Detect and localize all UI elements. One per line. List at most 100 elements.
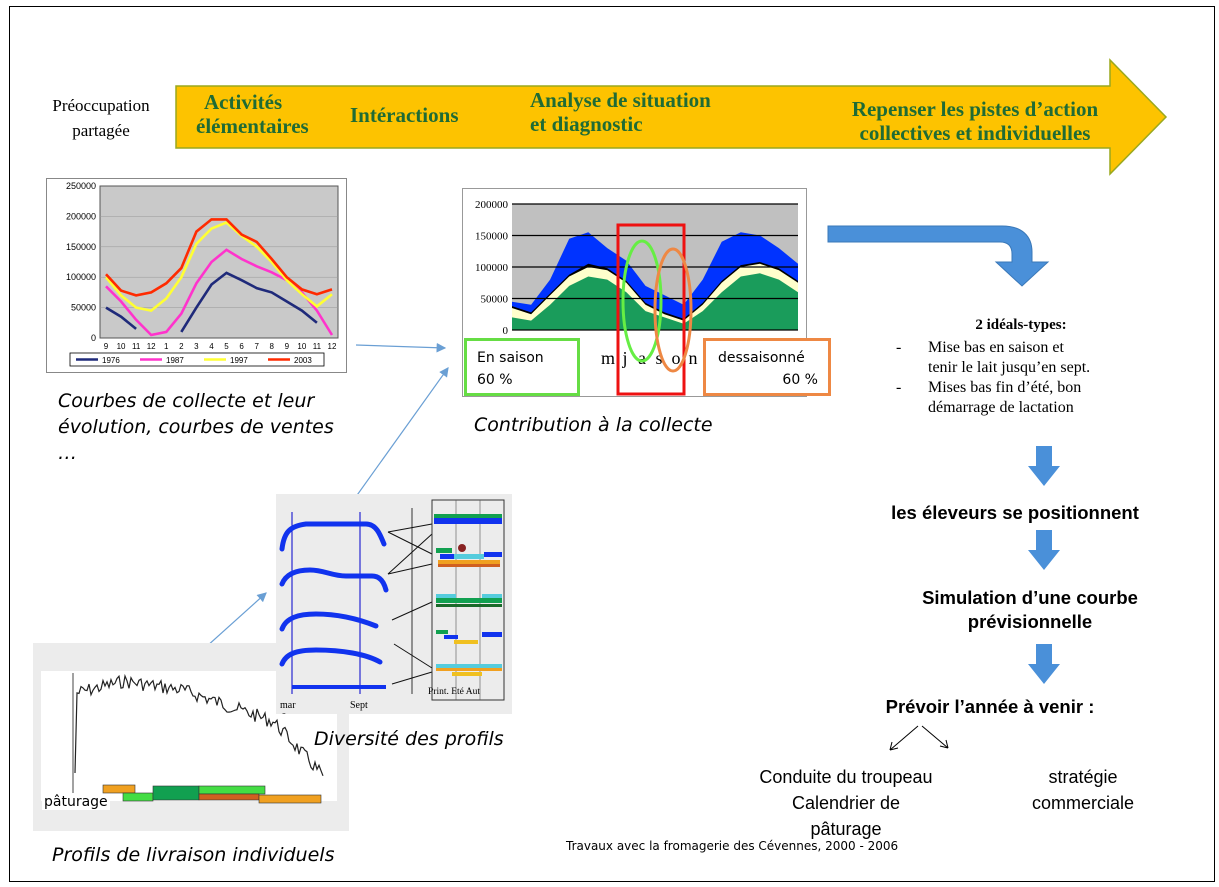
start-label: Préoccupation partagée <box>36 93 166 143</box>
contribution-ytick: 200000 <box>475 199 509 211</box>
contribution-xlabel: o <box>672 348 681 368</box>
step-positionnent: les éleveurs se positionnent <box>891 502 1139 523</box>
slide-frame <box>9 6 1215 882</box>
collecte-xtick: 12 <box>147 342 156 351</box>
step-analyse-line-2: et diagnostic <box>530 112 643 136</box>
step-analyse-line-1: Analyse de situation <box>530 88 711 112</box>
highlight-ellipse-orange <box>653 247 693 373</box>
collecte-ytick: 0 <box>91 333 96 343</box>
split-arrows <box>889 725 949 751</box>
collecte-ytick: 100000 <box>66 272 96 282</box>
bent-arrow-shape <box>827 225 1050 287</box>
season-labels: Print. Eté Aut <box>428 687 480 697</box>
step-repenser-line-1: Repenser les pistes d’action <box>851 97 1099 121</box>
collecte-ytick: 250000 <box>66 181 96 191</box>
collecte-caption-line-1: Courbes de collecte et leur <box>58 390 315 412</box>
down-arrow-3 <box>1028 644 1060 684</box>
profile-xlabel-s: s <box>282 710 286 714</box>
livraison-caption: Profils de livraison individuels <box>52 844 335 866</box>
profile-curve-4 <box>279 647 383 667</box>
dessaisonne-label: dessaisonné <box>718 350 805 366</box>
collecte-xtick: 8 <box>270 342 275 351</box>
step-simulation-line-1: Simulation d’une courbe <box>922 587 1138 608</box>
contribution-xlabel: j <box>621 348 627 368</box>
en-saison-value: 60 % <box>477 372 513 388</box>
legend-entry-1997: 1997 <box>230 356 248 365</box>
profile-xlabel-sept: Sept <box>350 700 368 711</box>
bar-5 <box>198 793 260 801</box>
outcome-conduite-line-1: Conduite du troupeau <box>759 767 933 787</box>
step-simulation-line-2: prévisionnelle <box>967 611 1093 632</box>
step-interactions: Intéractions <box>350 103 459 127</box>
en-saison-box: En saison 60 % <box>464 338 580 396</box>
contribution-ytick: 100000 <box>475 262 509 274</box>
contribution-ytick: 150000 <box>475 231 509 243</box>
step-analyse: Analyse de situation et diagnostic <box>530 88 711 136</box>
bar-3 <box>152 785 200 801</box>
outcome-conduite-line-2: Calendrier de pâturage <box>791 793 901 839</box>
collecte-xtick: 3 <box>194 342 199 351</box>
collecte-ytick: 50000 <box>71 303 96 313</box>
ideal-types-list: - Mise bas en saison et tenir le lait jus… <box>896 338 1090 418</box>
process-arrow-shape <box>175 58 1168 176</box>
bent-arrow <box>827 225 1050 287</box>
profile-curve-2 <box>279 567 389 593</box>
outcome-strategie: stratégie commerciale <box>1018 764 1148 816</box>
collecte-series-1976 <box>105 271 318 333</box>
ideal-types-title: 2 idéals-types: <box>975 317 1067 333</box>
bar-6 <box>258 794 322 804</box>
bullet-2: - Mises bas fin d’été, bon démarrage de l… <box>896 379 1082 416</box>
profiles-caption: Diversité des profils <box>314 728 504 750</box>
step-repenser-line-2: collectives et individuelles <box>859 121 1091 145</box>
outcome-strategie-line-2: commerciale <box>1031 793 1135 813</box>
season-table <box>431 499 505 701</box>
bar-1 <box>102 784 136 794</box>
step-repenser: Repenser les pistes d’action collectives… <box>800 97 1150 145</box>
contribution-caption: Contribution à la collecte <box>474 414 713 436</box>
collecte-xtick: 4 <box>209 342 214 351</box>
dessaisonne-value: 60 % <box>782 372 818 388</box>
profile-curve-1 <box>279 521 387 552</box>
collecte-xtick: 5 <box>224 342 229 351</box>
profiles-panel: mar s Sept Print. Eté Aut <box>276 494 512 714</box>
contribution-ytick: 50000 <box>481 294 509 306</box>
collecte-xtick: 6 <box>239 342 244 351</box>
profile-curve-3 <box>279 611 379 632</box>
collecte-plot-area <box>99 185 339 339</box>
contribution-xlabel: s <box>655 348 662 368</box>
collecte-xtick: 9 <box>285 342 290 351</box>
legend-entry-1976: 1976 <box>102 356 120 365</box>
contribution-ytick: 0 <box>503 325 509 337</box>
collecte-caption-line-3: … <box>58 442 77 464</box>
en-saison-label: En saison <box>477 350 544 366</box>
collecte-xtick: 12 <box>328 342 337 351</box>
collecte-xtick: 2 <box>179 342 184 351</box>
outcome-strategie-line-1: stratégie <box>1048 767 1118 787</box>
contribution-area <box>512 273 798 330</box>
contribution-xlabel: a <box>638 348 646 368</box>
collecte-xtick: 9 <box>104 342 109 351</box>
bullet-1: - Mise bas en saison et tenir le lait jus… <box>896 339 1091 376</box>
step-activites-line-1: Activités <box>204 90 283 114</box>
outcome-conduite: Conduite du troupeau Calendrier de pâtur… <box>756 764 936 842</box>
collecte-xtick: 7 <box>254 342 259 351</box>
collecte-xtick: 11 <box>313 342 322 351</box>
legend-entry-2003: 2003 <box>294 356 312 365</box>
collecte-caption-line-2: évolution, courbes de ventes <box>58 416 334 438</box>
down-arrow-2 <box>1028 530 1060 570</box>
collecte-series-2003 <box>105 218 333 297</box>
start-label-line-2: partagée <box>72 121 130 140</box>
legend-entry-1987: 1987 <box>166 356 184 365</box>
footer-credit: Travaux avec la fromagerie des Cévennes,… <box>566 839 899 853</box>
contribution-xlabel: n <box>689 348 698 368</box>
step-activites: Activités élémentaires <box>196 90 309 138</box>
profile-xlabel-mar: mar <box>280 700 296 711</box>
step-activites-line-2: élémentaires <box>196 114 309 138</box>
highlight-ellipse-green <box>621 239 663 363</box>
paturage-label: pâturage <box>42 794 110 810</box>
start-label-line-1: Préoccupation <box>52 96 150 115</box>
collecte-xtick: 10 <box>117 342 126 351</box>
